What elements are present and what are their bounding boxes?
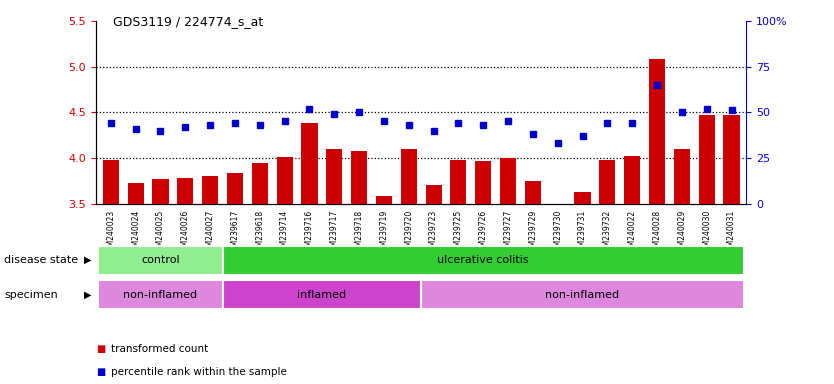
Bar [421,280,744,309]
Bar [425,185,442,204]
Text: ■: ■ [96,344,105,354]
Bar [227,172,243,204]
Text: percentile rank within the sample: percentile rank within the sample [111,367,287,377]
Bar [202,176,219,204]
Bar [649,60,666,204]
Text: non-inflamed: non-inflamed [123,290,198,300]
Text: non-inflamed: non-inflamed [545,290,620,300]
Bar [277,157,293,204]
Bar [575,192,590,204]
Text: ▶: ▶ [84,290,92,300]
Text: inflamed: inflamed [297,290,346,300]
Bar [351,151,367,204]
Bar [326,149,342,204]
Bar [177,178,193,204]
Text: disease state: disease state [4,255,78,265]
Text: ▶: ▶ [84,255,92,265]
Bar [624,156,641,204]
Text: ■: ■ [96,367,105,377]
Bar [98,246,223,275]
Text: transformed count: transformed count [111,344,208,354]
Bar [376,196,392,204]
Bar [500,158,516,204]
Bar [103,160,119,204]
Bar [600,160,615,204]
Bar [699,115,715,204]
Text: specimen: specimen [4,290,58,300]
Bar [223,246,744,275]
Bar [525,181,541,204]
Bar [252,164,268,204]
Bar [723,115,740,204]
Bar [450,160,466,204]
Bar [400,149,417,204]
Bar [128,184,143,204]
Bar [98,280,223,309]
Text: GDS3119 / 224774_s_at: GDS3119 / 224774_s_at [113,15,263,28]
Text: control: control [141,255,180,265]
Bar [475,161,491,204]
Text: ulcerative colitis: ulcerative colitis [437,255,529,265]
Bar [223,280,421,309]
Bar [153,179,168,204]
Bar [301,123,318,204]
Bar [674,149,690,204]
